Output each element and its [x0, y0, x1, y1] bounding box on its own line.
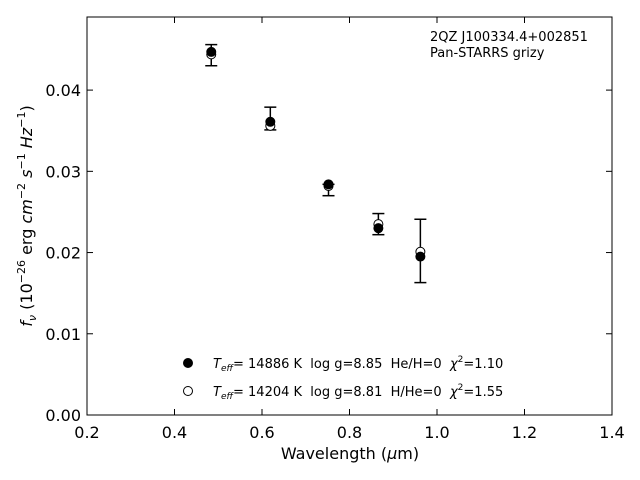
legend: Teff= 14886 K log g=8.85 He/H=0 χ2=1.10 …	[183, 355, 503, 402]
annotation-survey: Pan-STARRS grizy	[430, 46, 545, 61]
data-points	[206, 46, 426, 262]
legend-marker-open	[183, 386, 193, 396]
x-tick-label: 1.4	[599, 423, 624, 442]
y-tick-label: 0.02	[45, 244, 81, 263]
model-point-filled	[323, 179, 334, 190]
plot-frame	[86, 16, 613, 416]
legend-marker-filled	[183, 358, 193, 368]
x-axis-label: Wavelength (μm)	[281, 444, 419, 463]
error-bars	[205, 43, 427, 284]
y-tick-label: 0.03	[45, 162, 81, 181]
model-point-filled	[206, 46, 217, 57]
x-tick-label: 1.0	[424, 423, 449, 442]
legend-entry-2: Teff= 14204 K log g=8.81 H/He=0 χ2=1.55	[213, 383, 503, 402]
x-tick-label: 0.2	[74, 423, 99, 442]
annotation-object: 2QZ J100334.4+002851	[430, 30, 588, 45]
y-axis-label: fν (10−26 erg cm−2 s−1 Hz−1)	[15, 105, 39, 326]
y-tick-label: 0.00	[45, 406, 81, 425]
x-tick-label: 0.8	[337, 423, 362, 442]
axis-ticks: 0.2 0.4 0.6 0.8 1.0 1.2 1.4 0.00 0.01 0.02 0.03 0.0…	[45, 17, 625, 442]
legend-entry-1: Teff= 14886 K log g=8.85 He/H=0 χ2=1.10	[213, 355, 503, 374]
model-point-filled	[265, 116, 276, 127]
model-point-filled	[415, 251, 426, 262]
x-tick-label: 0.6	[249, 423, 274, 442]
x-tick-label: 1.2	[512, 423, 537, 442]
x-tick-label: 0.4	[162, 423, 187, 442]
y-tick-label: 0.01	[45, 325, 81, 344]
y-tick-label: 0.04	[45, 81, 81, 100]
model-point-filled	[373, 223, 384, 234]
